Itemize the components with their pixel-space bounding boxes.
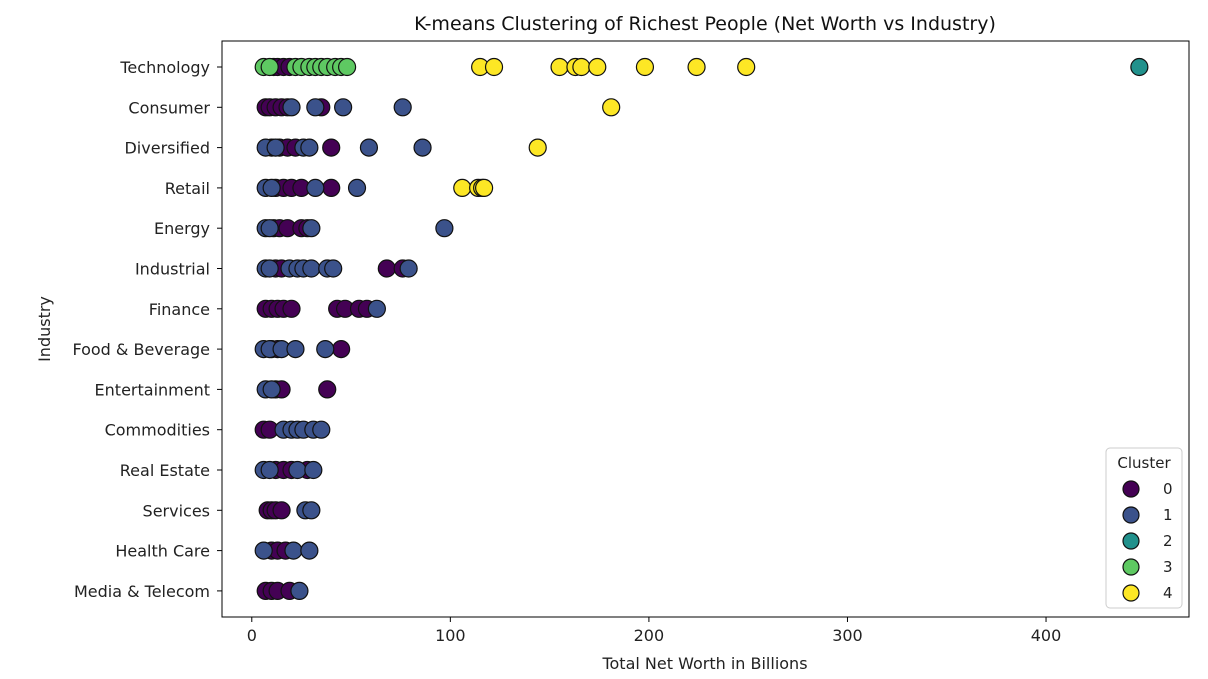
y-tick-label: Real Estate [120, 461, 210, 480]
x-tick-label: 400 [1031, 626, 1062, 645]
x-axis-title: Total Net Worth in Billions [601, 654, 807, 673]
data-point-cluster-3 [260, 57, 279, 77]
y-axis-title: Industry [35, 296, 54, 362]
legend-label: 0 [1163, 480, 1173, 498]
data-point-cluster-1 [413, 138, 432, 157]
data-point-cluster-1 [393, 98, 412, 117]
legend-marker [1122, 506, 1140, 524]
data-point-cluster-4 [602, 98, 621, 117]
y-tick-label: Finance [149, 300, 210, 319]
data-point-cluster-4 [572, 57, 591, 77]
x-tick-label: 100 [435, 626, 466, 645]
data-point-cluster-0 [272, 501, 291, 520]
y-tick-label: Health Care [115, 542, 210, 561]
plot-frame [221, 40, 1190, 618]
legend-label: 1 [1163, 506, 1173, 524]
data-point-cluster-2 [1130, 57, 1149, 77]
y-tick-label: Industrial [135, 260, 210, 279]
y-axis: Technology Consumer Diversified Retail Energ… [72, 58, 222, 601]
data-point-cluster-1 [306, 178, 325, 197]
legend: Cluster 0 1 2 3 4 [1105, 447, 1183, 609]
data-point-cluster-0 [322, 178, 341, 197]
data-point-cluster-1 [300, 138, 319, 157]
data-point-cluster-4 [737, 57, 756, 77]
data-point-cluster-1 [324, 259, 343, 278]
data-point-cluster-4 [453, 178, 472, 197]
data-point-cluster-1 [306, 98, 325, 117]
data-point-cluster-4 [687, 57, 706, 77]
legend-marker [1122, 584, 1140, 602]
legend-label: 2 [1163, 532, 1173, 550]
legend-marker [1122, 480, 1140, 498]
data-point-cluster-1 [262, 178, 281, 197]
y-tick-label: Commodities [105, 421, 210, 440]
x-tick-label: 300 [832, 626, 863, 645]
legend-label: 4 [1163, 584, 1173, 602]
data-point-cluster-1 [262, 380, 281, 399]
data-point-cluster-1 [282, 98, 301, 117]
chart-title: K-means Clustering of Richest People (Ne… [414, 13, 996, 35]
legend-marker [1122, 558, 1140, 576]
data-point-cluster-4 [528, 138, 547, 157]
data-point-cluster-1 [359, 138, 379, 157]
data-point-cluster-1 [312, 420, 331, 439]
data-point-cluster-1 [435, 219, 454, 238]
data-point-cluster-1 [347, 178, 367, 197]
y-tick-label: Technology [119, 58, 210, 77]
x-tick-label: 200 [634, 626, 665, 645]
data-point-cluster-1 [334, 98, 353, 117]
data-point-cluster-0 [377, 259, 396, 278]
y-tick-label: Diversified [124, 139, 210, 158]
data-point-cluster-4 [550, 57, 569, 77]
data-point-cluster-1 [260, 259, 279, 278]
data-point-cluster-1 [288, 460, 307, 480]
y-tick-label: Entertainment [95, 380, 210, 399]
data-point-cluster-4 [475, 178, 494, 197]
plot-area [221, 40, 1190, 618]
y-tick-label: Consumer [128, 98, 210, 117]
data-point-cluster-1 [304, 460, 323, 480]
data-point-cluster-4 [484, 57, 504, 77]
data-point-cluster-1 [260, 460, 279, 480]
legend-label: 3 [1163, 558, 1173, 576]
data-point-cluster-1 [286, 340, 305, 359]
x-tick-label: 0 [247, 626, 257, 645]
legend-title: Cluster [1117, 454, 1171, 472]
y-tick-label: Energy [154, 219, 210, 238]
data-point-cluster-1 [260, 219, 279, 238]
data-point-cluster-0 [332, 340, 351, 359]
data-point-cluster-4 [635, 57, 655, 77]
y-tick-label: Food & Beverage [72, 340, 210, 359]
y-tick-label: Retail [165, 179, 210, 198]
data-point-cluster-1 [266, 138, 285, 157]
data-point-cluster-1 [302, 259, 321, 278]
data-point-cluster-0 [282, 299, 301, 318]
data-point-cluster-1 [399, 259, 418, 278]
y-tick-label: Media & Telecom [74, 582, 210, 601]
y-tick-label: Services [143, 501, 210, 520]
data-point-cluster-1 [316, 340, 335, 359]
data-point-cluster-1 [284, 541, 303, 560]
data-points [254, 57, 1149, 601]
x-axis: 0 100 200 300 400 [247, 617, 1062, 645]
data-point-cluster-3 [337, 57, 357, 77]
data-point-cluster-1 [290, 581, 309, 601]
data-point-cluster-1 [367, 299, 386, 318]
data-point-cluster-1 [300, 541, 319, 560]
data-point-cluster-0 [318, 380, 337, 399]
data-point-cluster-0 [322, 138, 341, 157]
data-point-cluster-1 [254, 541, 273, 560]
data-point-cluster-1 [302, 219, 321, 238]
data-point-cluster-1 [302, 501, 321, 520]
legend-marker [1122, 532, 1140, 550]
data-point-cluster-4 [588, 57, 607, 77]
